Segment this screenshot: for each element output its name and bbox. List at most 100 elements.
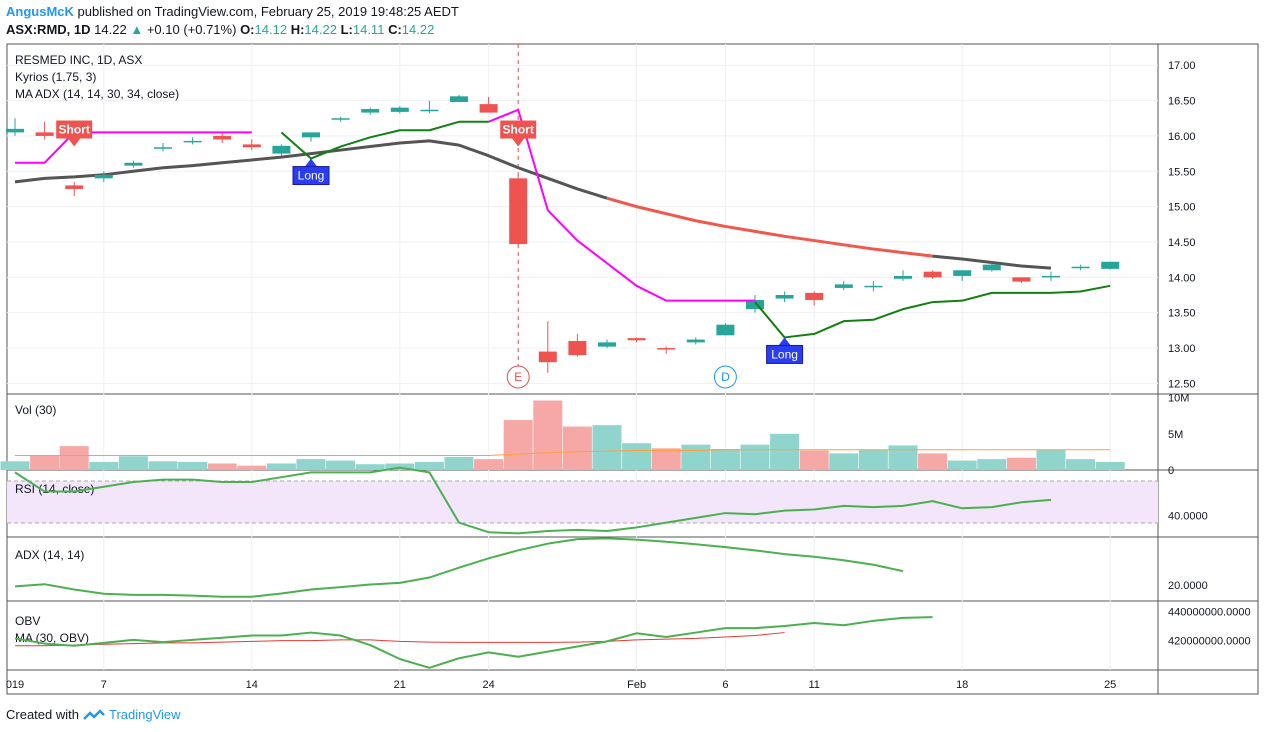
- volume-bar: [118, 456, 148, 470]
- kyrios-long-line: [754, 284, 1111, 339]
- candle-body: [272, 145, 291, 154]
- volume-bar: [562, 426, 592, 470]
- volume-bar: [207, 463, 237, 470]
- adx-title: ADX (14, 14): [15, 548, 84, 562]
- candle-body: [834, 284, 853, 288]
- time-axis-label: 11: [808, 679, 819, 691]
- open-label: O:: [240, 22, 255, 37]
- long-signal-label-text: Long: [771, 347, 798, 361]
- volume-title: Vol (30): [15, 403, 56, 417]
- tradingview-link[interactable]: TradingView: [108, 707, 181, 722]
- author-name[interactable]: AngusMcK: [6, 4, 74, 19]
- long-signal-label: [766, 344, 804, 364]
- obv-ma-legend: MA (30, OBV): [15, 631, 89, 645]
- close-value: 14.22: [401, 22, 435, 37]
- earnings-event-label: E: [514, 370, 522, 384]
- time-axis-label: 6: [722, 679, 728, 691]
- volume-bar: [740, 444, 770, 470]
- volume-bar: [977, 459, 1007, 470]
- obv-axis-label: 420000000.0000: [1168, 636, 1251, 648]
- volume-axis-label: 10M: [1168, 393, 1189, 405]
- symbol-name: ASX:RMD, 1D: [6, 22, 91, 37]
- candle-body: [94, 174, 113, 179]
- candle-body: [568, 340, 587, 356]
- volume-bar: [59, 446, 89, 470]
- high-label: H:: [290, 22, 305, 37]
- volume-axis-label: 5M: [1168, 429, 1183, 441]
- candle-body: [1012, 277, 1031, 282]
- candle-body: [864, 285, 883, 288]
- last-price: 14.22: [94, 22, 127, 37]
- tradingview-logo-icon: [83, 708, 105, 720]
- high-value: 14.22: [304, 22, 337, 37]
- obv-axis-label: 440000000.0000: [1168, 606, 1251, 618]
- rsi-axis-label: 40.0000: [1168, 510, 1208, 522]
- candle-body: [390, 107, 409, 112]
- created-with-text: Created with: [6, 707, 79, 722]
- time-axis-label: 21: [394, 679, 406, 691]
- volume-bar: [326, 460, 356, 470]
- ma-adx-line-red: [606, 196, 933, 258]
- price-axis-label: 15.50: [1168, 166, 1196, 178]
- candle-body: [65, 185, 84, 189]
- close-label: C:: [388, 22, 402, 37]
- dividend-event-label: D: [721, 370, 730, 384]
- candle-body: [1101, 261, 1120, 269]
- price-axis-label: 17.00: [1168, 60, 1196, 72]
- volume-ma-line: [15, 449, 1111, 457]
- ma-adx-line-gray: [14, 139, 608, 200]
- obv-title: OBV: [15, 614, 40, 628]
- rsi-title: RSI (14, close): [15, 482, 94, 496]
- candle-body: [35, 132, 54, 136]
- price-axis-label: 13.50: [1168, 308, 1196, 320]
- footer: Created with TradingView: [6, 707, 181, 722]
- candle-body: [302, 132, 320, 138]
- rsi-band: [7, 481, 1158, 523]
- volume-bar: [296, 459, 326, 470]
- volume-axis-label: 0: [1168, 465, 1174, 477]
- long-signal-label: [292, 166, 330, 186]
- candle-body: [509, 178, 528, 245]
- volume-bar: [0, 461, 30, 470]
- publish-line: AngusMcK published on TradingView.com, F…: [6, 4, 459, 19]
- short-signal-label-text: Short: [503, 123, 534, 137]
- volume-bar: [829, 453, 859, 470]
- price-axis-label: 14.00: [1168, 272, 1196, 284]
- time-axis-label: 18: [956, 679, 968, 691]
- volume-bar: [533, 400, 563, 470]
- candle-body: [124, 162, 143, 166]
- candle-body: [213, 135, 232, 140]
- candle-body: [775, 295, 794, 299]
- volume-bar: [651, 448, 681, 470]
- candle-body: [1071, 266, 1090, 269]
- candle-body: [716, 324, 735, 336]
- rsi-line: [14, 466, 1052, 535]
- candle-body: [805, 292, 824, 300]
- candle-body: [183, 140, 202, 143]
- signal-arrow-icon: [778, 337, 791, 346]
- obv-ma-line: [15, 632, 785, 647]
- volume-bar: [237, 465, 267, 470]
- volume-bar: [799, 450, 829, 470]
- volume-bar: [947, 460, 977, 470]
- low-value: 14.11: [352, 22, 385, 37]
- candle-body: [6, 128, 24, 133]
- up-arrow-icon: ▲: [130, 22, 144, 37]
- kyrios-long-line: [280, 120, 489, 160]
- volume-bar: [1006, 457, 1036, 470]
- volume-bar: [1066, 459, 1096, 470]
- candle-body: [982, 264, 1001, 271]
- time-axis-label: 019: [6, 679, 24, 691]
- volume-bar: [858, 449, 888, 470]
- price-axis-label: 15.00: [1168, 202, 1196, 214]
- kyrios-short-line: [488, 108, 755, 302]
- price-axis-label: 16.50: [1168, 96, 1196, 108]
- signal-arrow-icon: [305, 158, 317, 167]
- candle-body: [538, 351, 557, 363]
- candle-body: [154, 147, 172, 149]
- low-label: L:: [340, 22, 353, 37]
- long-signal-label-text: Long: [298, 169, 325, 183]
- indicator-legend-kyrios: Kyrios (1.75, 3): [15, 70, 96, 84]
- volume-bar: [414, 462, 444, 470]
